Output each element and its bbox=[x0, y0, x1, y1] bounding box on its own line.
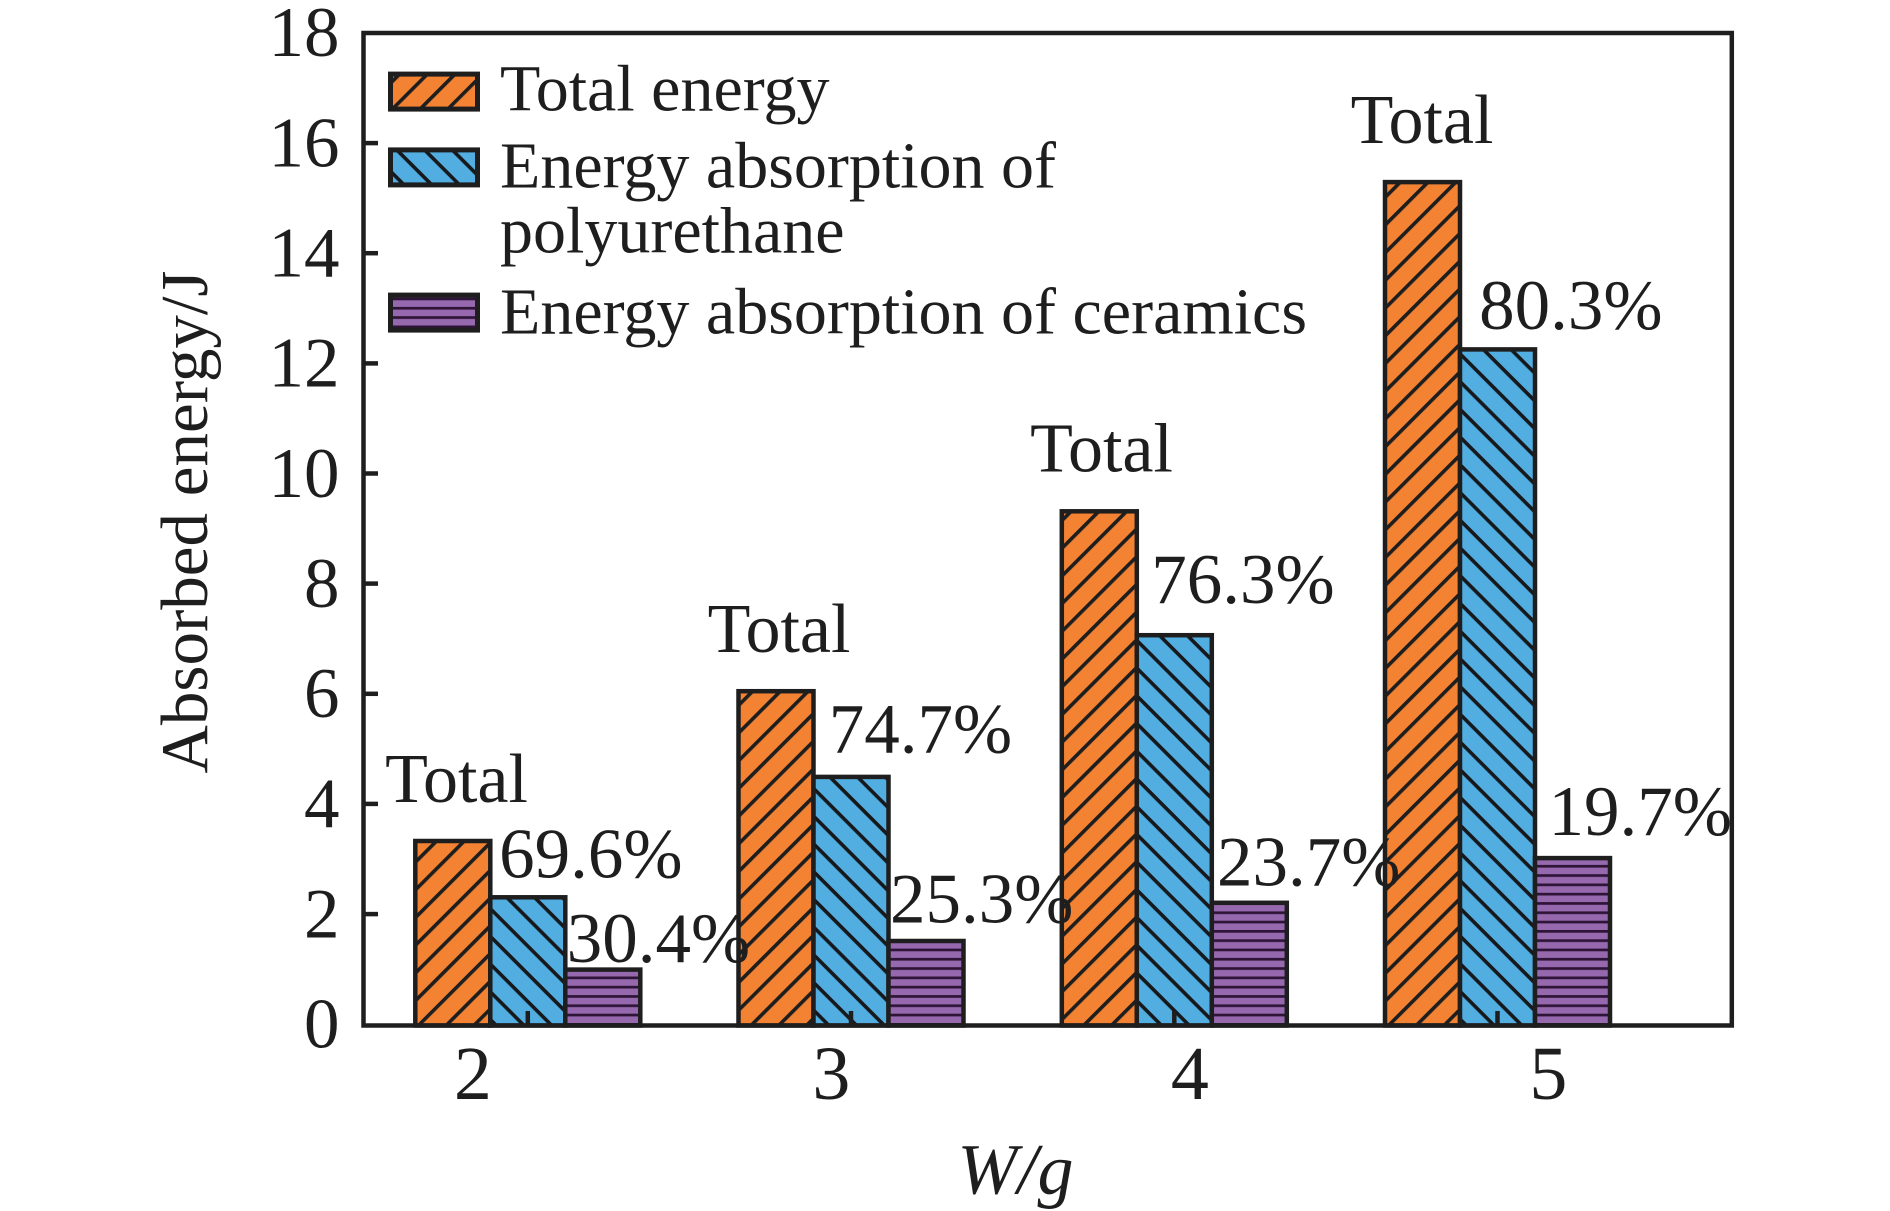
svg-text:18: 18 bbox=[269, 0, 340, 72]
svg-text:16: 16 bbox=[269, 104, 340, 182]
svg-text:4: 4 bbox=[1171, 1032, 1209, 1116]
svg-text:10: 10 bbox=[269, 435, 340, 513]
svg-text:12: 12 bbox=[269, 325, 340, 403]
svg-text:Total: Total bbox=[708, 591, 851, 668]
svg-text:2: 2 bbox=[304, 875, 340, 953]
svg-text:76.3%: 76.3% bbox=[1151, 541, 1334, 619]
svg-text:30.4%: 30.4% bbox=[567, 900, 750, 978]
svg-text:Total: Total bbox=[1351, 82, 1494, 159]
svg-text:2: 2 bbox=[454, 1032, 492, 1116]
svg-text:5: 5 bbox=[1529, 1032, 1567, 1116]
svg-text:Total: Total bbox=[385, 741, 528, 818]
svg-text:19.7%: 19.7% bbox=[1549, 773, 1732, 851]
svg-text:Energy absorption of: Energy absorption of bbox=[500, 130, 1056, 203]
svg-text:14: 14 bbox=[269, 215, 340, 293]
svg-text:69.6%: 69.6% bbox=[499, 815, 682, 893]
svg-text:W/g: W/g bbox=[958, 1130, 1074, 1210]
svg-text:74.7%: 74.7% bbox=[829, 691, 1012, 769]
svg-text:4: 4 bbox=[304, 765, 340, 843]
svg-text:80.3%: 80.3% bbox=[1479, 267, 1662, 345]
svg-text:Total: Total bbox=[1030, 411, 1173, 488]
svg-text:Total energy: Total energy bbox=[500, 52, 830, 125]
svg-text:polyurethane: polyurethane bbox=[500, 194, 845, 267]
svg-text:0: 0 bbox=[304, 986, 340, 1064]
svg-text:Energy absorption of ceramics: Energy absorption of ceramics bbox=[500, 275, 1307, 348]
svg-text:3: 3 bbox=[812, 1032, 850, 1116]
svg-text:8: 8 bbox=[304, 545, 340, 623]
svg-text:Absorbed energy/J: Absorbed energy/J bbox=[148, 270, 222, 773]
svg-text:6: 6 bbox=[304, 655, 340, 733]
svg-text:23.7%: 23.7% bbox=[1217, 824, 1400, 902]
svg-text:25.3%: 25.3% bbox=[890, 860, 1073, 938]
